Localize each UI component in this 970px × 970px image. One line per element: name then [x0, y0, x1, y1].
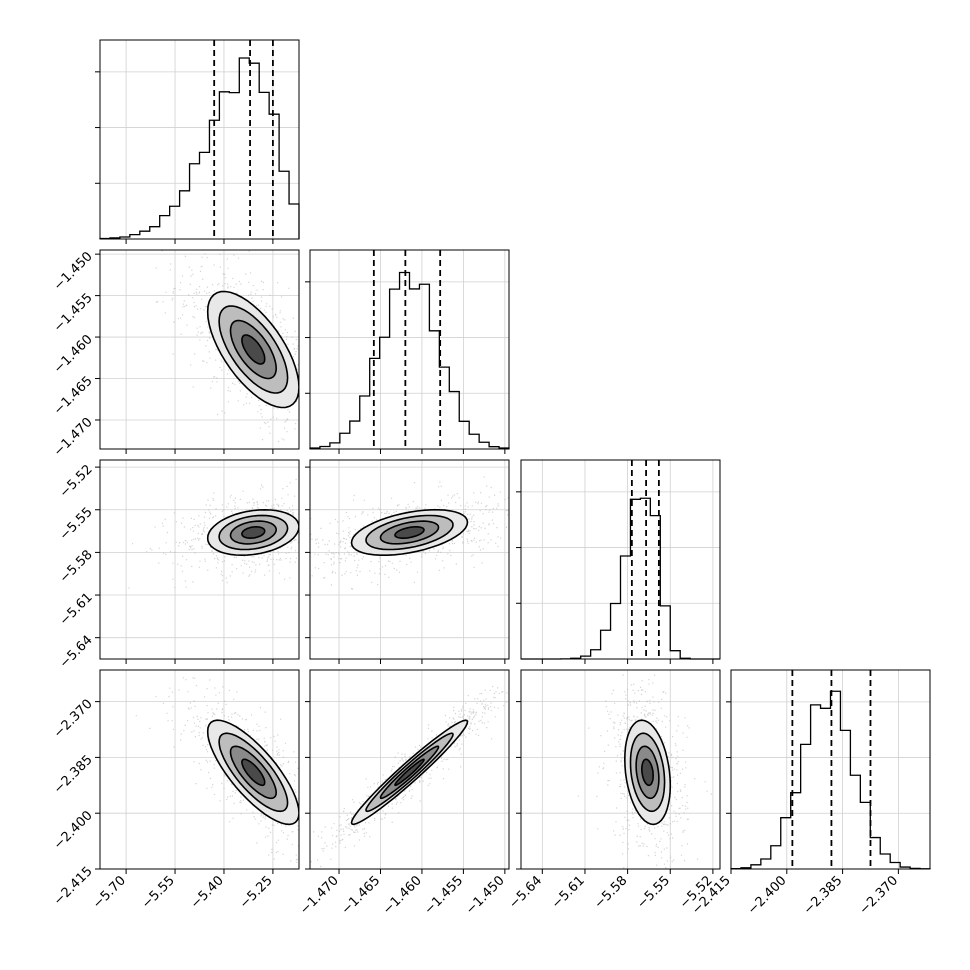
x-tick-label: −5.55 [139, 873, 178, 912]
contour-3 [241, 526, 266, 540]
density-fill-3 [241, 335, 265, 364]
y-tick-label: −2.415 [51, 864, 96, 909]
x-tick-label: −1.470 [297, 873, 342, 918]
contour-3 [394, 758, 425, 787]
contour-3 [241, 758, 266, 787]
hist-panel-3 [726, 669, 931, 870]
x-tick-label: −5.70 [90, 873, 129, 912]
density-fill-3 [241, 759, 265, 786]
hist-panel-2 [516, 459, 721, 660]
contour-2 [229, 520, 278, 545]
x-tick-label: −5.40 [188, 873, 227, 912]
contour-0 [206, 290, 299, 409]
panel-3-1 [309, 669, 510, 870]
y-tick-label: −5.52 [57, 462, 96, 501]
contour-3 [394, 526, 425, 539]
panel-2-1 [309, 459, 510, 660]
y-tick-label: −1.450 [51, 249, 96, 294]
contour-1 [365, 514, 454, 551]
x-tick-label: −2.385 [801, 873, 846, 918]
contour-1 [218, 514, 289, 551]
histogram-series-3 [730, 690, 931, 870]
panel-frame [99, 669, 300, 870]
density-fill-3 [241, 526, 265, 539]
x-tick-label: −5.64 [506, 873, 545, 912]
contour-1 [629, 732, 666, 813]
scatter-points [128, 478, 299, 589]
contour-0 [206, 508, 299, 557]
contour-2 [379, 520, 440, 545]
y-tick-label: −5.64 [57, 633, 96, 672]
y-tick-label: −1.460 [51, 332, 96, 377]
contour-3 [640, 758, 655, 787]
histogram-series-2 [521, 497, 720, 660]
y-tick-label: −5.55 [57, 505, 96, 544]
x-tick-label: −1.450 [463, 873, 508, 918]
panel-contents [135, 677, 299, 869]
density-fill-3 [641, 759, 654, 786]
panel-contents [155, 250, 299, 443]
contour-2 [379, 745, 440, 800]
x-tick-label: −2.370 [857, 873, 902, 918]
histogram-series-0 [99, 57, 300, 240]
panel-frame [99, 249, 300, 450]
contour-0 [623, 719, 672, 826]
scatter-points [310, 476, 509, 590]
hist-frame [309, 249, 510, 450]
y-tick-label: −2.385 [51, 752, 96, 797]
contour-1 [218, 732, 289, 813]
y-tick-label: −1.455 [51, 291, 96, 336]
x-tick-label: −5.58 [592, 873, 631, 912]
x-tick-label: −1.465 [339, 873, 384, 918]
panel-contents [310, 476, 509, 590]
hist-frame [730, 669, 931, 870]
panel-frame [309, 669, 510, 870]
contour-0 [350, 509, 469, 556]
panel-3-0 [99, 669, 300, 870]
y-tick-label: −2.370 [51, 697, 96, 742]
panel-frame [309, 459, 510, 660]
hist-frame [99, 39, 300, 240]
contour-0 [350, 719, 469, 826]
contour-1 [365, 732, 454, 813]
contour-2 [229, 745, 278, 800]
panel-frame [99, 459, 300, 660]
panel-2-0 [99, 459, 300, 660]
panel-frame [520, 669, 721, 870]
y-tick-label: −1.465 [51, 374, 96, 419]
hist-panel-0 [95, 39, 300, 240]
hist-panel-1 [305, 249, 510, 450]
x-tick-label: −5.61 [549, 873, 588, 912]
panel-contents [128, 478, 299, 589]
panel-1-0 [99, 249, 300, 450]
x-tick-label: −5.25 [237, 873, 276, 912]
panel-contents [310, 685, 508, 868]
x-tick-label: −5.55 [634, 873, 673, 912]
x-tick-label: −2.400 [745, 873, 790, 918]
histogram-series-1 [309, 271, 510, 449]
contour-3 [241, 334, 266, 365]
y-tick-label: −5.58 [57, 547, 96, 586]
y-tick-label: −1.470 [51, 415, 96, 460]
y-tick-label: −5.61 [57, 590, 96, 629]
contour-1 [218, 305, 289, 394]
contour-2 [229, 319, 278, 380]
y-tick-label: −2.400 [51, 808, 96, 853]
density-fill-3 [395, 759, 424, 786]
panel-contents [577, 674, 712, 869]
contour-2 [635, 745, 660, 800]
x-tick-label: −1.460 [380, 873, 425, 918]
hist-frame [520, 459, 721, 660]
contour-0 [206, 719, 299, 826]
x-tick-label: −1.455 [422, 873, 467, 918]
panel-3-2 [520, 669, 721, 870]
